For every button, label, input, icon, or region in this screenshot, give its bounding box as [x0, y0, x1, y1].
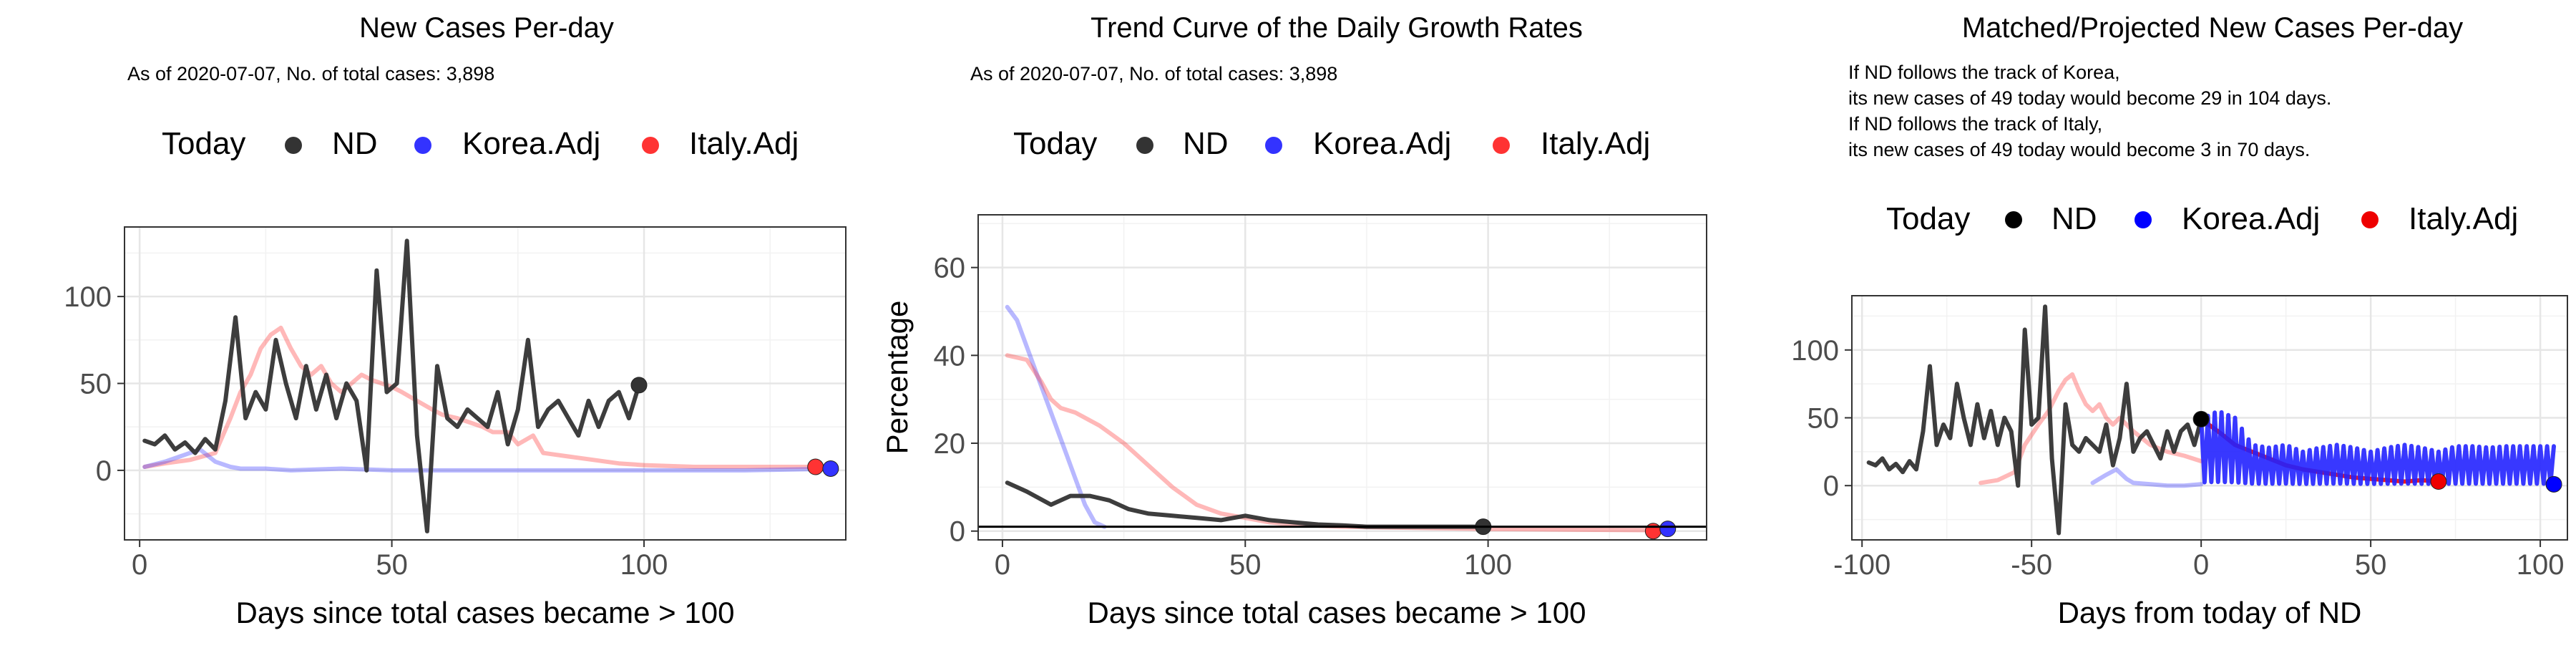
series-line-nd — [142, 238, 641, 533]
legend-key-korea — [2135, 211, 2152, 228]
x-tick-label: 100 — [2517, 549, 2565, 581]
today-point-today-italy — [807, 458, 824, 475]
subtitle-line: If ND follows the track of Korea, — [1848, 62, 2120, 83]
legend-label-nd: ND — [332, 126, 378, 161]
x-tick-label: 50 — [2355, 549, 2387, 581]
legend-title: Today — [162, 126, 245, 161]
series-line-korea-adj — [2090, 467, 2204, 488]
series-line-korea-adj-projection — [2199, 410, 2556, 486]
y-tick-label: 100 — [64, 281, 112, 313]
legend-label-korea: Korea.Adj — [2182, 201, 2320, 236]
y-tick-label: 20 — [934, 428, 966, 460]
legend-label-nd: ND — [1183, 126, 1229, 161]
x-tick-label: 100 — [620, 549, 668, 581]
legend-key-italy — [2361, 211, 2379, 228]
legend-label-italy: Italy.Adj — [2409, 201, 2518, 236]
panel-projection: Matched/Projected New Cases Per-day If N… — [1791, 12, 2568, 629]
series-line-korea-adj — [1005, 304, 1107, 529]
legend: Today ND Korea.Adj Italy.Adj — [1013, 126, 1650, 161]
legend-key-korea — [1265, 137, 1282, 154]
legend: Today ND Korea.Adj Italy.Adj — [162, 126, 799, 161]
panel-growth-rates: Trend Curve of the Daily Growth Rates As… — [880, 12, 1707, 629]
subtitle-line: If ND follows the track of Italy, — [1848, 113, 2102, 135]
x-tick-label: -100 — [1833, 549, 1890, 581]
legend-title: Today — [1886, 201, 1970, 236]
grid — [125, 227, 846, 540]
y-axis-label: Percentage — [880, 301, 914, 455]
today-point-today-korea — [2545, 475, 2562, 493]
subtitle-line: its new cases of 49 today would become 3… — [1848, 139, 2310, 160]
subtitle-line: its new cases of 49 today would become 2… — [1848, 87, 2331, 109]
today-point-today-nd — [630, 377, 648, 394]
panel-new-cases: New Cases Per-day As of 2020-07-07, No. … — [64, 12, 847, 629]
legend-key-nd — [285, 137, 302, 154]
chart-subtitle: As of 2020-07-07, No. of total cases: 3,… — [970, 63, 1337, 84]
series-line-korea-adj — [142, 447, 838, 473]
legend-label-korea: Korea.Adj — [462, 126, 600, 161]
y-tick-label: 0 — [1823, 470, 1839, 502]
legend-key-italy — [642, 137, 659, 154]
y-tick-label: 100 — [1791, 335, 1839, 367]
x-axis-label: Days since total cases became > 100 — [236, 596, 735, 629]
plot-area — [1851, 295, 2568, 541]
chart-title: Trend Curve of the Daily Growth Rates — [1091, 12, 1583, 44]
series-layer — [978, 304, 1707, 540]
y-tick-label: 0 — [950, 516, 965, 548]
plot-border — [977, 214, 1707, 541]
legend-label-nd: ND — [2051, 201, 2097, 236]
plot-area — [124, 226, 847, 541]
legend-label-italy: Italy.Adj — [689, 126, 799, 161]
legend-key-nd — [1136, 137, 1153, 154]
x-tick-label: 0 — [132, 549, 147, 581]
today-point-today-nd — [2192, 410, 2210, 427]
x-tick-label: -50 — [2011, 549, 2052, 581]
legend-title: Today — [1013, 126, 1097, 161]
axes: -100 -50 0 50 100 0 50 100 — [1791, 335, 2564, 581]
chart-subtitle: If ND follows the track of Korea, its ne… — [1848, 62, 2331, 160]
y-tick-label: 50 — [1807, 403, 1840, 435]
legend-label-korea: Korea.Adj — [1313, 126, 1451, 161]
x-axis-label: Days since total cases became > 100 — [1088, 596, 1586, 629]
y-tick-label: 0 — [96, 455, 112, 487]
grid — [978, 215, 1707, 540]
today-point-today-italy — [1644, 523, 1662, 540]
legend-label-italy: Italy.Adj — [1541, 126, 1650, 161]
x-tick-label: 100 — [1464, 549, 1512, 581]
plot-area — [977, 214, 1707, 541]
today-point-today-korea — [1659, 521, 1677, 538]
y-tick-label: 40 — [934, 340, 966, 372]
plot-background — [978, 215, 1707, 540]
y-tick-label: 60 — [934, 253, 966, 284]
legend-key-italy — [1493, 137, 1510, 154]
y-tick-label: 50 — [80, 369, 112, 400]
series-layer — [142, 238, 839, 533]
chart-title: Matched/Projected New Cases Per-day — [1962, 12, 2463, 44]
series-layer — [1866, 304, 2562, 536]
x-tick-label: 50 — [1229, 549, 1262, 581]
chart-subtitle: As of 2020-07-07, No. of total cases: 3,… — [127, 63, 494, 84]
x-tick-label: 0 — [995, 549, 1010, 581]
x-tick-label: 50 — [376, 549, 408, 581]
x-axis-label: Days from today of ND — [2058, 596, 2362, 629]
legend: Today ND Korea.Adj Italy.Adj — [1886, 201, 2518, 236]
legend-key-korea — [414, 137, 431, 154]
axes: 0 50 100 0 20 40 60 — [934, 253, 1512, 581]
today-point-today-italy — [2430, 473, 2447, 490]
series-line-nd — [1866, 304, 2204, 536]
today-point-today-korea — [822, 460, 839, 477]
axes: 0 50 100 0 50 100 — [64, 281, 668, 581]
x-tick-label: 0 — [2193, 549, 2209, 581]
legend-key-nd — [2005, 211, 2022, 228]
chart-title: New Cases Per-day — [359, 12, 614, 44]
